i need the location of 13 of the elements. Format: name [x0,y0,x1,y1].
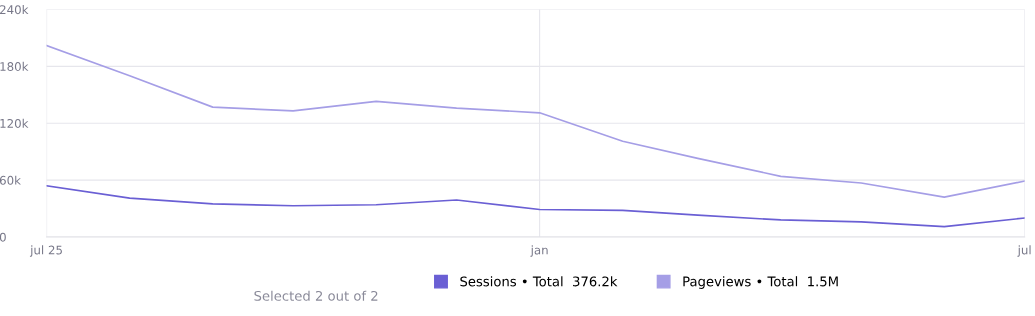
y-tick-label: 120k [0,118,29,128]
line-series [46,184,1025,228]
y-tick-label: 60k [0,175,21,185]
legend-label: Pageviews • Total 1.5M [683,276,838,289]
x-tick-label: jan [530,245,548,257]
y-tick-label: 0 [0,232,6,242]
x-tick-label: jul [1017,245,1031,257]
y-tick-label: 180k [0,61,29,72]
y-tick-label: 240k [0,4,29,15]
x-tick-label: jul 25 [29,245,62,257]
line-series [46,44,1025,199]
text: Selected 2 out of 2 [254,290,378,301]
legend-label: Sessions • Total 376.2k [460,276,618,287]
